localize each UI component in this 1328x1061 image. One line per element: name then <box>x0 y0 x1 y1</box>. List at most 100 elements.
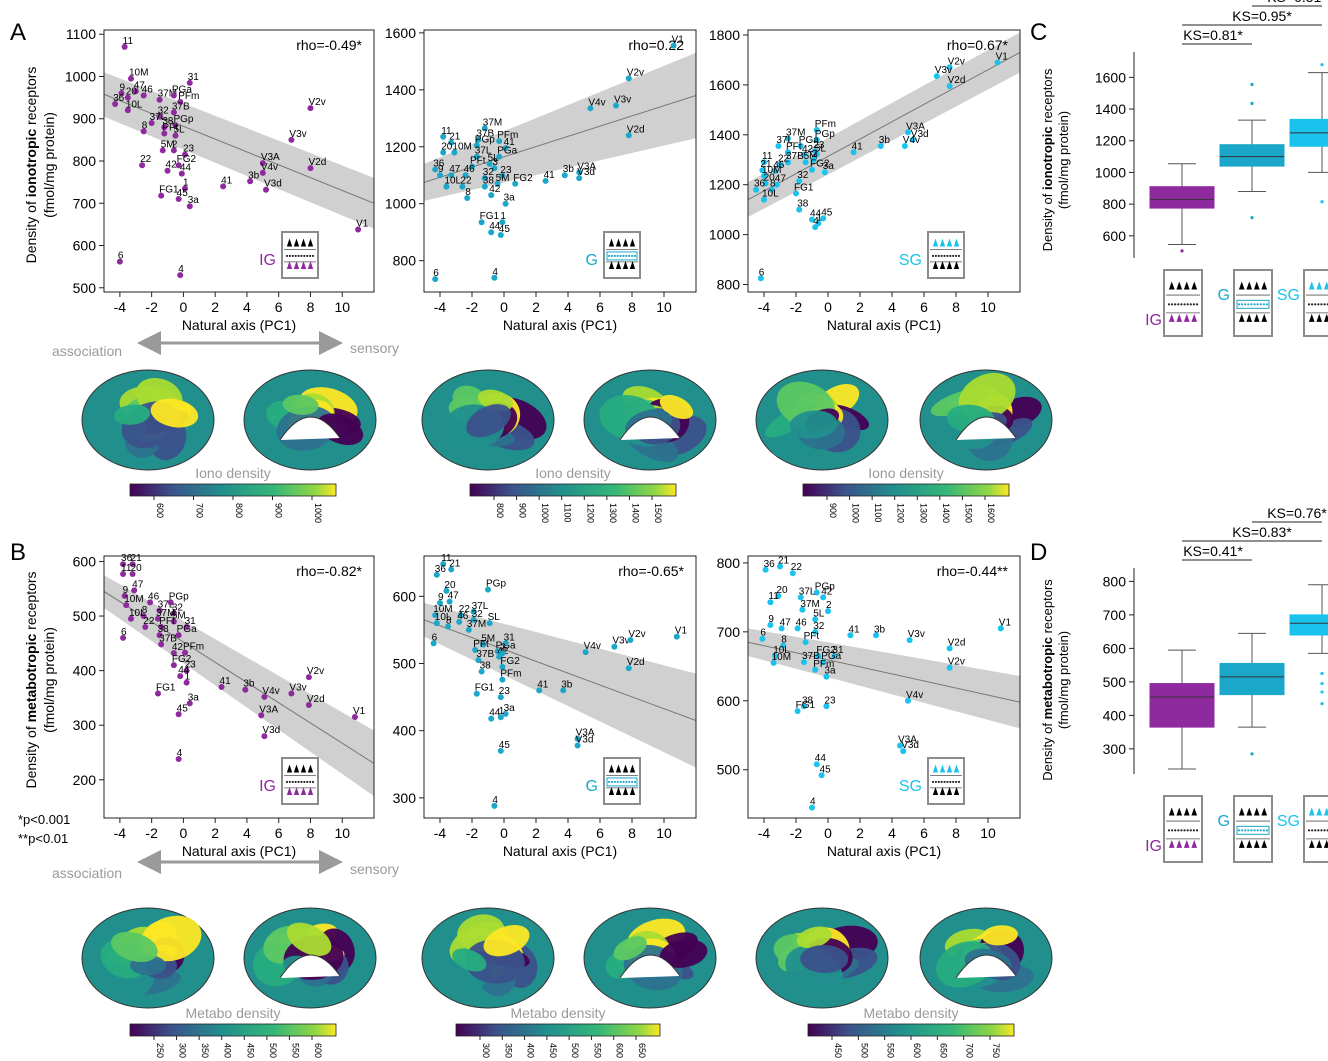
data-point <box>901 143 908 150</box>
colorbar-tick-label: 600 <box>313 1043 323 1058</box>
point-label: 11 <box>762 151 773 162</box>
pyramidal-triangle <box>932 261 939 270</box>
y-tick-label: 600 <box>73 553 97 569</box>
point-label: 10M <box>762 165 781 176</box>
colorbar-tick-label: 600 <box>615 1043 625 1058</box>
y-tick-label: 800 <box>717 277 741 293</box>
layer-icon <box>603 231 641 279</box>
data-point <box>560 687 567 694</box>
granule-dot <box>952 780 955 784</box>
data-point <box>170 650 177 657</box>
point-label: V3A <box>577 161 596 172</box>
regression-line <box>104 591 374 764</box>
significance-note-2: **p<0.01 <box>18 831 68 846</box>
pyramidal-triangle <box>1238 807 1245 816</box>
data-point <box>140 92 147 99</box>
data-point <box>183 667 190 674</box>
pyramidal-triangle <box>608 787 615 796</box>
granule-dot <box>931 780 935 784</box>
data-point <box>120 634 127 641</box>
data-point <box>486 620 493 627</box>
data-point <box>186 79 193 86</box>
point-label: 37M <box>483 117 502 128</box>
granule-dot <box>311 780 315 784</box>
svg-text:(fmol/mg protein): (fmol/mg protein) <box>41 112 57 218</box>
pyramidal-triangle <box>622 261 629 270</box>
point-label: PFt <box>159 616 175 627</box>
x-tick-label: 2 <box>532 299 540 315</box>
point-label: PFt <box>162 123 178 134</box>
granule-dot <box>1192 829 1195 832</box>
layer-icon <box>1163 269 1203 337</box>
point-label: 47 <box>134 80 146 91</box>
point-label: 36 <box>121 553 133 564</box>
data-point <box>561 172 568 179</box>
point-label: 10L <box>773 645 790 656</box>
point-label: 42 <box>821 586 833 597</box>
granule-dot <box>1317 829 1320 832</box>
data-point <box>491 802 498 809</box>
granule-highlight <box>606 251 638 261</box>
data-point <box>499 172 506 179</box>
point-label: 37B <box>476 129 494 140</box>
brain-region <box>150 398 199 428</box>
data-point <box>823 673 830 680</box>
data-point <box>261 693 268 700</box>
data-point <box>761 172 767 179</box>
data-point <box>909 136 916 143</box>
point-label: PFt <box>804 631 820 642</box>
granule-dot <box>1186 829 1189 832</box>
point-label: V4v <box>906 690 923 701</box>
y-tick-label: 300 <box>393 790 417 806</box>
data-point <box>167 599 174 606</box>
granule-dot <box>931 254 935 258</box>
data-point <box>132 88 139 95</box>
point-label: 42 <box>172 642 184 653</box>
point-label: 21 <box>131 553 143 564</box>
data-point <box>542 177 549 184</box>
granule-dot <box>1250 829 1253 832</box>
granule-dot <box>1241 829 1244 832</box>
pyramidal-triangle <box>946 238 953 247</box>
data-point <box>502 200 509 207</box>
pyramidal-triangle <box>1191 807 1198 816</box>
data-point <box>802 159 809 166</box>
point-label: 37L <box>799 586 816 597</box>
colorbar-tick-label: 300 <box>481 1043 491 1058</box>
data-point <box>502 710 509 717</box>
colorbar-tick-label: 500 <box>859 1043 869 1058</box>
point-label: 37B <box>172 101 190 112</box>
pyramidal-triangle <box>293 261 300 270</box>
data-point <box>440 133 447 140</box>
pyramidal-triangle <box>1246 281 1253 290</box>
data-point <box>780 642 787 649</box>
data-point <box>462 172 469 179</box>
data-point <box>480 641 487 648</box>
data-point <box>587 105 594 112</box>
data-point <box>124 94 131 101</box>
brain-region <box>114 404 151 425</box>
point-label: 11 <box>441 553 452 564</box>
point-label: 10M <box>129 68 148 79</box>
data-point <box>305 702 312 709</box>
x-tick-label: 2 <box>856 825 864 841</box>
y-tick-label: 500 <box>73 608 97 624</box>
point-label: 3a <box>823 161 835 172</box>
data-point <box>158 192 165 199</box>
x-tick-label: 0 <box>824 299 832 315</box>
x-tick-label: 4 <box>888 299 896 315</box>
data-point <box>812 616 819 623</box>
data-point <box>178 170 185 177</box>
ks-label: KS=0.83* <box>1232 524 1292 540</box>
x-tick-label: 4 <box>243 299 251 315</box>
arrow-label-sensory: sensory <box>350 861 399 877</box>
data-point <box>430 640 437 647</box>
data-point <box>797 143 804 150</box>
pyramidal-triangle <box>1316 313 1323 322</box>
granule-dot <box>957 254 961 258</box>
pyramidal-triangle <box>1246 313 1253 322</box>
granule-dot <box>291 780 294 784</box>
point-label: V2d <box>948 637 966 648</box>
brain-maps <box>81 369 1053 1009</box>
x-tick-label: 8 <box>307 299 315 315</box>
